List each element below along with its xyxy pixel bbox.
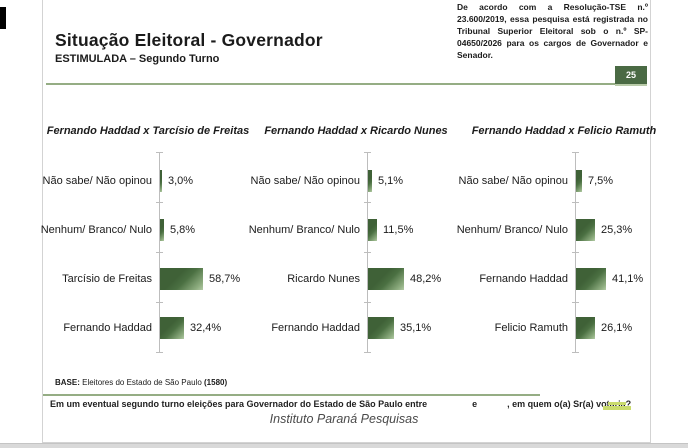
footer-divider	[43, 394, 540, 396]
question-part-3: , em quem o(a) Sr(a) votaria?	[507, 399, 632, 409]
base-sample-size: (1580)	[204, 378, 228, 387]
bar	[576, 219, 595, 241]
bar	[576, 268, 606, 290]
value-label: 48,2%	[410, 273, 442, 285]
axis-tick	[156, 252, 163, 253]
legal-notice: De acordo com a Resolução-TSE n.º 23.600…	[457, 2, 648, 60]
left-edge-mark	[0, 7, 6, 29]
bar	[576, 317, 595, 339]
axis-tick	[156, 352, 163, 353]
category-label: Fernando Haddad	[63, 322, 152, 334]
bar	[368, 268, 404, 290]
value-label: 32,4%	[190, 322, 222, 334]
value-label: 5,8%	[170, 224, 196, 236]
axis-tick	[364, 152, 371, 153]
panel-title: Fernando Haddad x Tarcísio de Freitas	[46, 125, 250, 137]
bar	[368, 317, 394, 339]
category-label: Nenhum/ Branco/ Nulo	[456, 224, 568, 236]
axis-tick	[156, 152, 163, 153]
value-label: 58,7%	[209, 273, 241, 285]
axis-tick	[156, 302, 163, 303]
value-label: 11,5%	[383, 224, 414, 236]
axis-tick	[364, 302, 371, 303]
axis-tick	[572, 302, 579, 303]
axis-tick	[156, 202, 163, 203]
parana-pesquisas-logo-mark	[603, 402, 633, 412]
category-label: Não sabe/ Não opinou	[458, 175, 568, 187]
question-part-1: Em um eventual segundo turno eleições pa…	[50, 399, 428, 409]
category-label: Não sabe/ Não opinou	[42, 175, 152, 187]
category-label: Nenhum/ Branco/ Nulo	[248, 224, 360, 236]
axis-tick	[572, 152, 579, 153]
category-label: Felicio Ramuth	[494, 322, 568, 334]
panel-title: Fernando Haddad x Felicio Ramuth	[471, 125, 657, 137]
slide-card	[42, 0, 651, 443]
panel-title: Fernando Haddad x Ricardo Nunes	[264, 125, 448, 137]
base-text: Eleitores do Estado de São Paulo	[82, 378, 202, 387]
category-label: Nenhum/ Branco/ Nulo	[40, 224, 152, 236]
axis-tick	[364, 352, 371, 353]
page-number-badge: 25	[615, 66, 647, 86]
axis-tick	[572, 202, 579, 203]
survey-question: Em um eventual segundo turno eleições pa…	[50, 399, 631, 409]
page-subtitle: ESTIMULADA – Segundo Turno	[55, 53, 220, 65]
base-label: BASE:	[55, 378, 80, 387]
page-title: Situação Eleitoral - Governador	[55, 30, 323, 50]
bar	[160, 317, 184, 339]
question-part-2: e	[472, 399, 478, 409]
value-label: 3,0%	[168, 175, 194, 187]
bar	[368, 219, 377, 241]
axis-tick	[364, 252, 371, 253]
footer-source: Instituto Paraná Pesquisas	[269, 412, 419, 426]
header-divider	[46, 83, 647, 85]
category-label: Não sabe/ Não opinou	[250, 175, 360, 187]
base-note: BASE: Eleitores do Estado de São Paulo (…	[55, 378, 227, 387]
axis-tick	[572, 252, 579, 253]
category-label: Ricardo Nunes	[287, 273, 360, 285]
category-label: Fernando Haddad	[271, 322, 360, 334]
bottom-strip	[0, 443, 688, 448]
value-label: 26,1%	[601, 322, 633, 334]
axis-tick	[364, 202, 371, 203]
value-label: 25,3%	[601, 224, 633, 236]
axis-tick	[572, 352, 579, 353]
value-label: 5,1%	[378, 175, 404, 187]
value-label: 35,1%	[400, 322, 432, 334]
value-label: 41,1%	[612, 273, 644, 285]
bar	[160, 219, 164, 241]
category-label: Fernando Haddad	[479, 273, 568, 285]
bar	[576, 170, 582, 192]
value-label: 7,5%	[588, 175, 614, 187]
category-label: Tarcísio de Freitas	[62, 273, 152, 285]
bar	[160, 170, 162, 192]
bar	[160, 268, 203, 290]
bar	[368, 170, 372, 192]
